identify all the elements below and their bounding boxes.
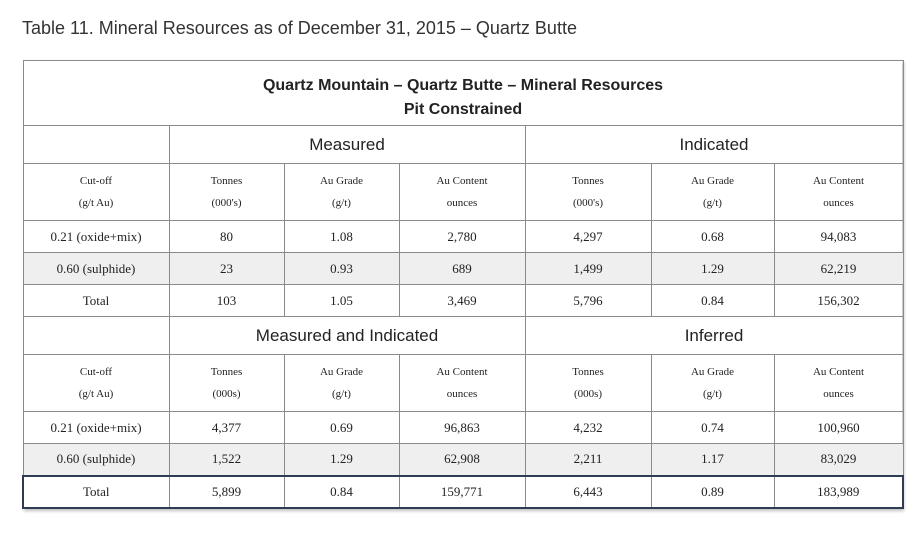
column-header-grade: Au Grade (g/t) <box>650 354 775 412</box>
table-subtitle: Pit Constrained <box>22 95 904 126</box>
table-cell: 100,960 <box>773 411 904 444</box>
group-header-measured-and-indicated: Measured and Indicated <box>168 316 526 355</box>
table-cell: 4,232 <box>524 411 652 444</box>
column-header-cutoff: Cut-off (g/t Au) <box>22 354 170 412</box>
table-caption: Table 11. Mineral Resources as of Decemb… <box>22 18 577 38</box>
table-cell: 183,989 <box>773 474 904 509</box>
group-header-blank <box>22 316 170 355</box>
table-cell: 1,499 <box>524 252 652 285</box>
resources-table-container: Quartz Mountain – Quartz Butte – Mineral… <box>22 60 904 509</box>
table-cell: 0.21 (oxide+mix) <box>22 411 170 444</box>
table-row-oxide: 0.21 (oxide+mix) 80 1.08 2,780 4,297 0.6… <box>22 220 904 253</box>
table-cell: 83,029 <box>773 443 904 476</box>
table-cell: 4,377 <box>168 411 285 444</box>
column-header-tonnes: Tonnes (000's) <box>524 163 652 221</box>
table-cell: 3,469 <box>398 284 526 317</box>
column-header-tonnes: Tonnes (000s) <box>168 354 285 412</box>
column-header-content: Au Content ounces <box>773 163 904 221</box>
table-cell: 1,522 <box>168 443 285 476</box>
table-cell: 5,899 <box>168 474 285 509</box>
table-cell: 103 <box>168 284 285 317</box>
column-header-grade: Au Grade (g/t) <box>650 163 775 221</box>
table-row-sulphide: 0.60 (sulphide) 23 0.93 689 1,499 1.29 6… <box>22 252 904 285</box>
table-row-oxide: 0.21 (oxide+mix) 4,377 0.69 96,863 4,232… <box>22 411 904 444</box>
table-cell: 0.89 <box>650 474 775 509</box>
table-cell: 1.08 <box>283 220 400 253</box>
table-cell: 6,443 <box>524 474 652 509</box>
table-cell: 62,219 <box>773 252 904 285</box>
table-cell: 0.60 (sulphide) <box>22 252 170 285</box>
table-cell: 0.60 (sulphide) <box>22 443 170 476</box>
table-cell: 94,083 <box>773 220 904 253</box>
table-cell: 1.17 <box>650 443 775 476</box>
group-header-measured: Measured <box>168 125 526 164</box>
table-cell: 689 <box>398 252 526 285</box>
table-cell: 1.05 <box>283 284 400 317</box>
table-cell: 0.93 <box>283 252 400 285</box>
column-header-row: Cut-off (g/t Au) Tonnes (000's) Au Grade (g… <box>22 163 904 221</box>
table-cell: 0.68 <box>650 220 775 253</box>
table-cell: 156,302 <box>773 284 904 317</box>
table-cell: 0.84 <box>283 474 400 509</box>
group-header-inferred: Inferred <box>524 316 904 355</box>
table-title: Quartz Mountain – Quartz Butte – Mineral… <box>22 60 904 95</box>
column-header-grade: Au Grade (g/t) <box>283 163 400 221</box>
table-cell: 0.84 <box>650 284 775 317</box>
column-header-cutoff: Cut-off (g/t Au) <box>22 163 170 221</box>
table-cell: 2,211 <box>524 443 652 476</box>
table-cell: 1.29 <box>650 252 775 285</box>
column-header-tonnes: Tonnes (000's) <box>168 163 285 221</box>
mineral-resources-table: Quartz Mountain – Quartz Butte – Mineral… <box>22 60 904 509</box>
column-header-tonnes: Tonnes (000s) <box>524 354 652 412</box>
table-cell: Total <box>22 284 170 317</box>
table-cell: 62,908 <box>398 443 526 476</box>
column-header-content: Au Content ounces <box>398 354 526 412</box>
table-cell: 80 <box>168 220 285 253</box>
table-cell: 96,863 <box>398 411 526 444</box>
column-header-content: Au Content ounces <box>773 354 904 412</box>
column-header-grade: Au Grade (g/t) <box>283 354 400 412</box>
table-cell: 1.29 <box>283 443 400 476</box>
table-row-total: Total 103 1.05 3,469 5,796 0.84 156,302 <box>22 284 904 317</box>
group-header-indicated: Indicated <box>524 125 904 164</box>
table-cell: 0.21 (oxide+mix) <box>22 220 170 253</box>
table-cell: 159,771 <box>398 474 526 509</box>
table-row-sulphide: 0.60 (sulphide) 1,522 1.29 62,908 2,211 … <box>22 443 904 476</box>
table-cell: 2,780 <box>398 220 526 253</box>
table-row-total-highlighted: Total 5,899 0.84 159,771 6,443 0.89 183,… <box>22 474 904 509</box>
column-header-content: Au Content ounces <box>398 163 526 221</box>
group-header-blank <box>22 125 170 164</box>
table-cell: 23 <box>168 252 285 285</box>
table-cell: 4,297 <box>524 220 652 253</box>
table-cell: Total <box>22 474 170 509</box>
table-cell: 0.74 <box>650 411 775 444</box>
table-cell: 5,796 <box>524 284 652 317</box>
column-header-row: Cut-off (g/t Au) Tonnes (000s) Au Grade (g/… <box>22 354 904 412</box>
table-cell: 0.69 <box>283 411 400 444</box>
